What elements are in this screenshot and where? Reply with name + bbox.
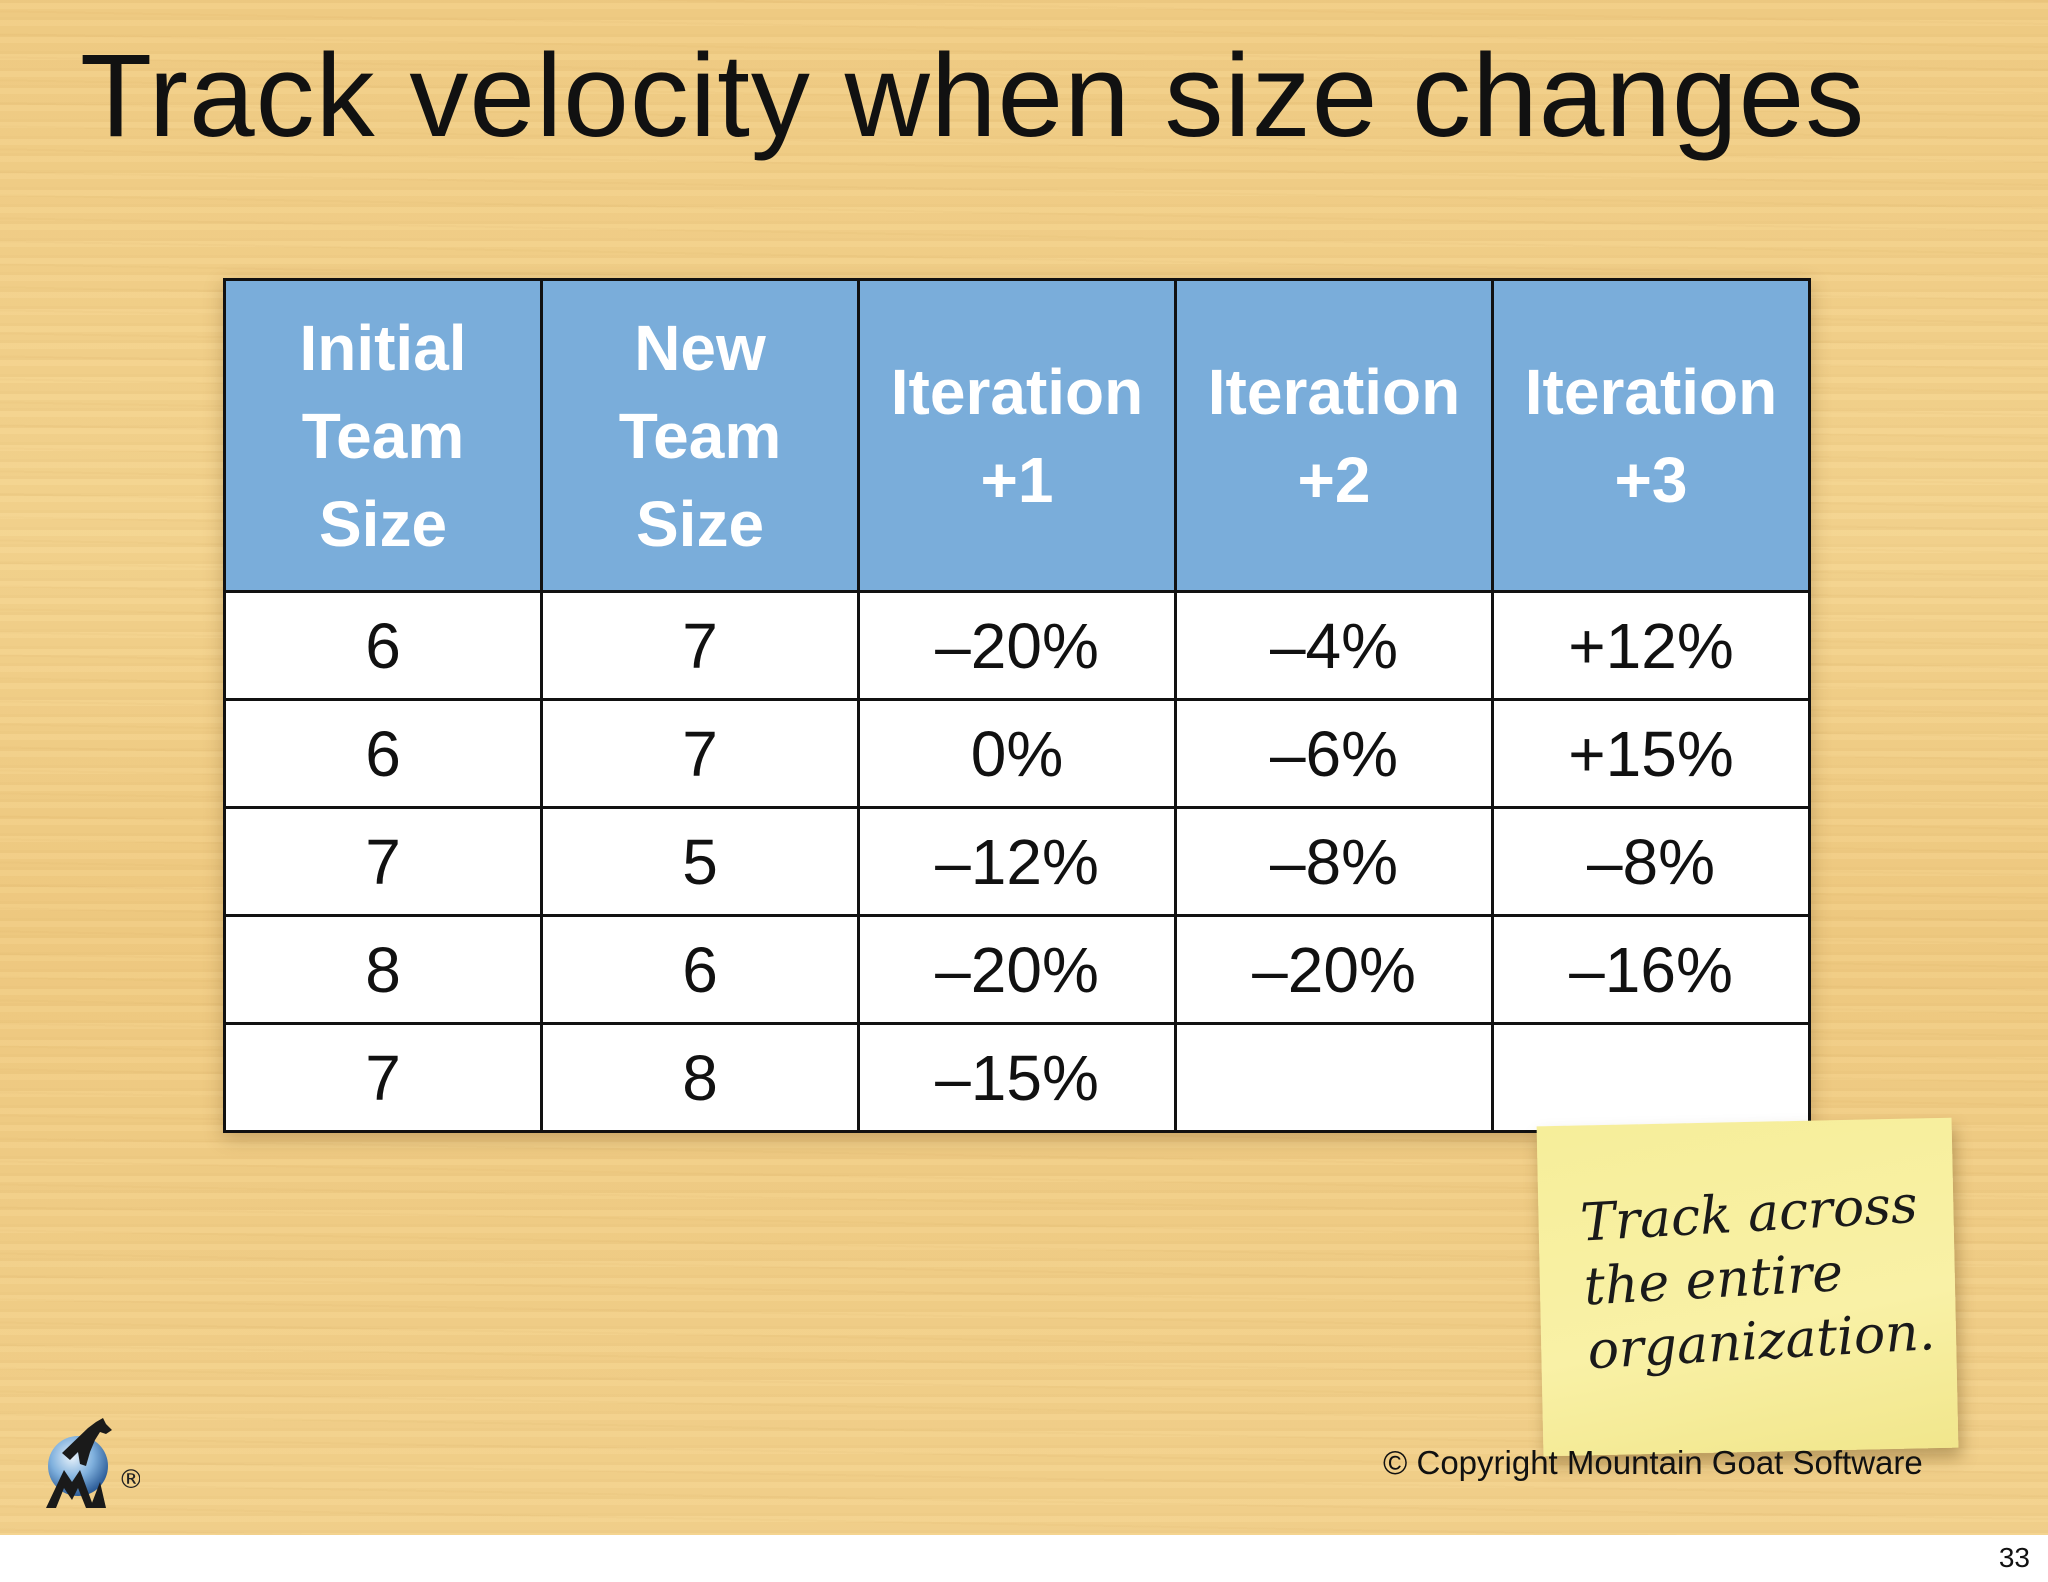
header-line: Size [635,487,765,560]
header-iteration-3: Iteration +3 [1491,278,1811,593]
sticky-note: Track across the entire organization. [1536,1117,1959,1457]
header-line: Team [301,399,465,472]
registered-mark: ® [118,1465,140,1495]
header-line: +1 [980,443,1054,516]
cell-new-size: 8 [540,1022,860,1133]
header-line: Iteration [890,355,1144,428]
header-line: Iteration [1524,355,1778,428]
slide: Track velocity when size changes Initial… [0,0,2048,1535]
cell-initial-size: 7 [223,1022,543,1133]
cell-new-size: 7 [540,590,860,701]
velocity-table: Initial Team Size New Team Size Iteratio… [223,278,1811,1133]
cell-initial-size: 8 [223,914,543,1025]
mountain-goat-logo-icon: ® [46,1418,140,1508]
cell-iteration-2 [1174,1022,1494,1133]
cell-iteration-1: –12% [857,806,1177,917]
cell-iteration-1: –15% [857,1022,1177,1133]
table-row: 6 7 –20% –4% +12% [223,590,1811,701]
header-line: Size [318,487,448,560]
cell-new-size: 7 [540,698,860,809]
table-header-row: Initial Team Size New Team Size Iteratio… [223,278,1811,593]
cell-iteration-3: –16% [1491,914,1811,1025]
cell-iteration-2: –20% [1174,914,1494,1025]
cell-iteration-3: +12% [1491,590,1811,701]
header-line: Team [618,399,782,472]
header-line: +3 [1614,443,1688,516]
header-iteration-2: Iteration +2 [1174,278,1494,593]
cell-iteration-2: –4% [1174,590,1494,701]
cell-iteration-1: –20% [857,914,1177,1025]
table-row: 8 6 –20% –20% –16% [223,914,1811,1025]
header-iteration-1: Iteration +1 [857,278,1177,593]
cell-iteration-1: –20% [857,590,1177,701]
cell-iteration-3 [1491,1022,1811,1133]
cell-iteration-2: –8% [1174,806,1494,917]
header-new-team-size: New Team Size [540,278,860,593]
header-initial-team-size: Initial Team Size [223,278,543,593]
header-line: New [634,311,766,384]
cell-initial-size: 6 [223,590,543,701]
cell-initial-size: 7 [223,806,543,917]
cell-initial-size: 6 [223,698,543,809]
header-line: Initial [299,311,467,384]
header-line: +2 [1297,443,1371,516]
cell-iteration-2: –6% [1174,698,1494,809]
page-number: 33 [1998,1542,2030,1573]
copyright-text: © Copyright Mountain Goat Software [1383,1444,1923,1481]
table-row: 7 5 –12% –8% –8% [223,806,1811,917]
cell-iteration-1: 0% [857,698,1177,809]
table-row: 6 7 0% –6% +15% [223,698,1811,809]
table-row: 7 8 –15% [223,1022,1811,1133]
cell-new-size: 6 [540,914,860,1025]
cell-iteration-3: –8% [1491,806,1811,917]
slide-title: Track velocity when size changes [80,30,1866,162]
header-line: Iteration [1207,355,1461,428]
cell-new-size: 5 [540,806,860,917]
sticky-note-text: Track across the entire organization. [1579,1172,1939,1383]
cell-iteration-3: +15% [1491,698,1811,809]
